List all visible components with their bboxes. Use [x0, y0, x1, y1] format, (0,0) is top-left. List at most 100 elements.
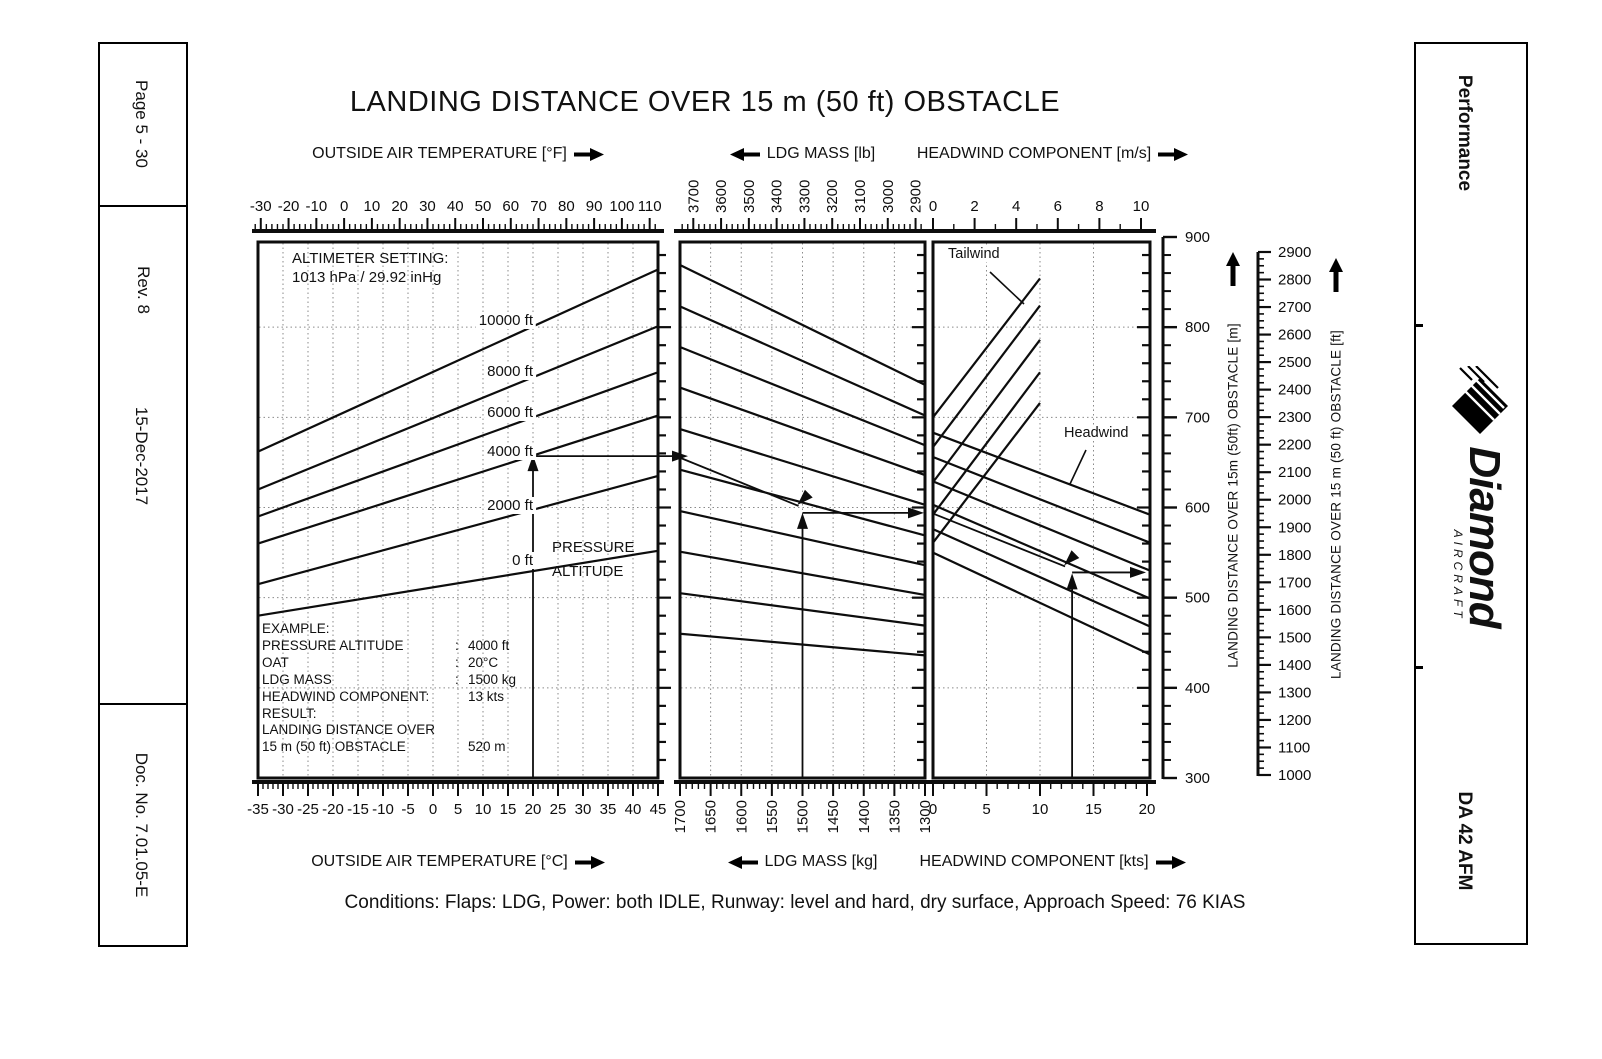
sidebar-right-box — [1414, 42, 1528, 945]
chart-title: LANDING DISTANCE OVER 15 m (50 ft) OBSTA… — [349, 86, 1061, 118]
doc-number-label: Doc. No. 7.01.05-E — [132, 752, 151, 898]
axis-title-distance-m: LANDING DISTANCE OVER 15m (50ft) OBSTACL… — [1225, 323, 1241, 668]
tick-label: 2500 — [1278, 354, 1311, 371]
tick-label: 25 — [550, 801, 567, 818]
tick-label: 900 — [1185, 229, 1210, 246]
tick-label: 1500 — [1278, 629, 1311, 646]
line-families — [257, 263, 1151, 657]
tick-label: 1800 — [1278, 547, 1311, 564]
right-arrow-icon — [573, 147, 604, 161]
top-rulers: -30 -20 -10 0 10 20 30 40 50 60 70 80 90 100 110 3700 36… — [250, 180, 1156, 233]
tick-label: 1550 — [764, 800, 781, 833]
tick-label: 1650 — [703, 800, 720, 833]
tick-label: 3300 — [796, 180, 813, 213]
tick-label: 700 — [1185, 409, 1210, 426]
tick-label: 0 — [929, 198, 937, 215]
conditions-line: Conditions: Flaps: LDG, Power: both IDLE… — [344, 892, 1246, 913]
tick-label: 2100 — [1278, 464, 1311, 481]
tick-label: 1200 — [1278, 712, 1311, 729]
tick-label: 0 — [929, 801, 937, 818]
tick-label: 1900 — [1278, 519, 1311, 536]
tick-label: 5 — [454, 801, 462, 818]
axis-title-distance-ft: LANDING DISTANCE OVER 15 m (50 ft) OBSTA… — [1328, 330, 1344, 679]
tailwind-label: Tailwind — [946, 246, 1002, 262]
tick-label: 3400 — [769, 180, 786, 213]
tick-label: 30 — [575, 801, 592, 818]
altitude-line-label: 0 ft — [509, 552, 536, 569]
tick-label: 2900 — [1278, 244, 1311, 261]
tick-label: 40 — [625, 801, 642, 818]
tick-label: 500 — [1185, 590, 1210, 607]
tick-label: 2700 — [1278, 299, 1311, 316]
manual-label: DA 42 AFM — [1454, 791, 1475, 891]
tick-label: 0 — [429, 801, 437, 818]
headwind-label: Headwind — [1062, 425, 1131, 441]
tick-label: -25 — [297, 801, 319, 818]
tick-label: 1700 — [672, 800, 689, 833]
tick-label: 20 — [1139, 801, 1156, 818]
tick-label: 6 — [1054, 198, 1062, 215]
tick-label: 2000 — [1278, 492, 1311, 509]
altitude-line-label: 4000 ft — [484, 443, 536, 460]
tick-label: 2300 — [1278, 409, 1311, 426]
diamond-aircraft-logo: Diamond AIRCRAFT — [1433, 347, 1523, 647]
tick-label: 10 — [364, 198, 381, 215]
tick-label: 35 — [600, 801, 617, 818]
tick-label: 1600 — [1278, 602, 1311, 619]
tick-label: -20 — [322, 801, 344, 818]
tick-label: 1000 — [1278, 767, 1311, 784]
tick-label: 10 — [1133, 198, 1150, 215]
tick-label: 1450 — [825, 800, 842, 833]
tick-label: 5 — [982, 801, 990, 818]
tick-label: 0 — [340, 198, 348, 215]
tick-label: 2200 — [1278, 437, 1311, 454]
tick-label: -20 — [278, 198, 300, 215]
altitude-line-label: 2000 ft — [484, 497, 536, 514]
tick-label: 45 — [650, 801, 667, 818]
tick-label: 3000 — [880, 180, 897, 213]
up-arrow-icon — [1226, 252, 1240, 286]
tick-label: 90 — [586, 198, 603, 215]
tick-label: 8 — [1095, 198, 1103, 215]
axis-title-oat-f: OUTSIDE AIR TEMPERATURE [°F] — [258, 144, 658, 164]
tick-label: 15 — [500, 801, 517, 818]
tick-label: -15 — [347, 801, 369, 818]
tick-label: 800 — [1185, 319, 1210, 336]
tick-label: 3600 — [713, 180, 730, 213]
right-arrow-icon — [1158, 147, 1189, 161]
bottom-rulers: -35 -30 -25 -20 -15 -10 -5 0 5 10 15 20 25 30 35 40 45 17… — [247, 780, 1156, 833]
up-arrow-icon — [1329, 258, 1343, 292]
tick-label: 600 — [1185, 500, 1210, 517]
tick-label: 20 — [525, 801, 542, 818]
tick-label: 70 — [530, 198, 547, 215]
altitude-line-label: 10000 ft — [475, 312, 536, 329]
tick-label: -10 — [305, 198, 327, 215]
pressure-altitude-label: PRESSURE ALTITUDE — [552, 539, 635, 580]
page-number-label: Page 5 - 30 — [132, 80, 151, 168]
tick-label: 20 — [391, 198, 408, 215]
axis-title-wind-kts: HEADWIND COMPONENT [kts] — [905, 852, 1200, 872]
altitude-line-label: 6000 ft — [484, 404, 536, 421]
diamond-logo-icon — [1446, 365, 1511, 436]
revision-date-label: 15-Dec-2017 — [132, 406, 151, 506]
tick-label: 10 — [475, 801, 492, 818]
tick-label: 3500 — [741, 180, 758, 213]
tick-label: 15 — [1085, 801, 1102, 818]
sidebar-rev-box — [98, 205, 188, 705]
tick-label: -30 — [250, 198, 272, 215]
tick-label: 400 — [1185, 680, 1210, 697]
axis-title-mass-kg: LDG MASS [kg] — [655, 852, 950, 872]
example-arrows — [527, 450, 1146, 778]
result-rulers: 900 800 700 600 500 400 300 2900 2800 2700 2600 250… — [1161, 229, 1311, 787]
tick-label: 1700 — [1278, 574, 1311, 591]
tick-label: 100 — [609, 198, 634, 215]
tick-label: 300 — [1185, 770, 1210, 787]
tick-label: 3100 — [852, 180, 869, 213]
brand-wordmark: Diamond — [1460, 446, 1509, 628]
sidebar-doc-box — [98, 703, 188, 947]
right-arrow-icon — [1155, 855, 1186, 869]
tick-label: 30 — [419, 198, 436, 215]
tick-label: 1350 — [886, 800, 903, 833]
tick-label: 2 — [970, 198, 978, 215]
